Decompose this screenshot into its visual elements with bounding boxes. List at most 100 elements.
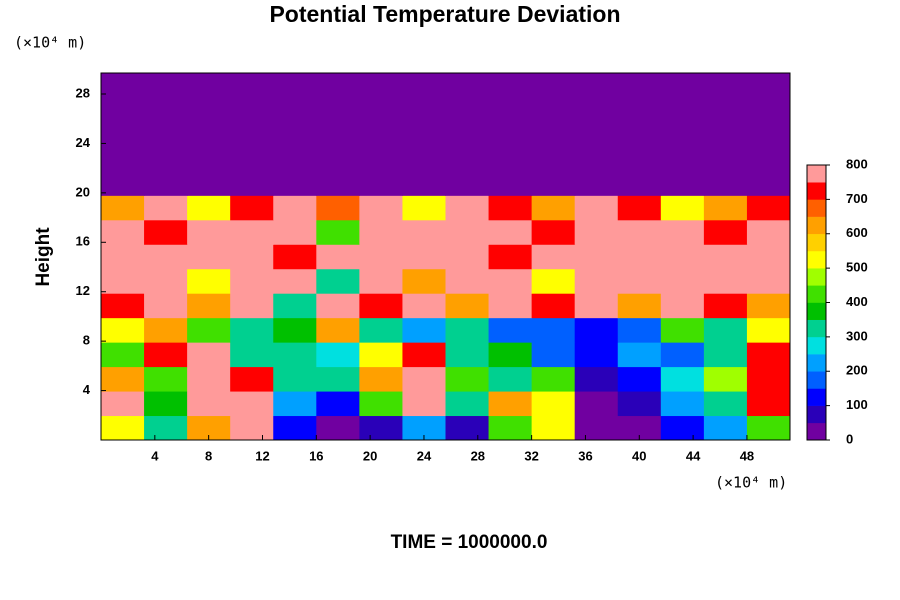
heat-cell xyxy=(617,366,662,392)
heat-cell xyxy=(230,317,274,343)
heat-cell xyxy=(359,170,403,196)
heat-cell xyxy=(488,195,533,221)
heat-cell xyxy=(144,342,188,368)
heat-cell xyxy=(144,317,188,343)
colorbar-segment xyxy=(807,250,826,269)
heat-cell xyxy=(187,146,231,172)
heat-cell xyxy=(273,121,317,147)
heat-cell xyxy=(660,73,705,98)
heat-cell xyxy=(488,170,533,196)
heat-cell xyxy=(617,170,662,196)
heat-cell xyxy=(488,219,533,245)
heat-cell xyxy=(445,195,490,221)
heat-cell xyxy=(144,146,188,172)
heat-cell xyxy=(144,195,188,221)
heat-cell xyxy=(445,97,490,123)
heat-cell xyxy=(402,97,446,123)
heat-cell xyxy=(488,121,533,147)
heat-cell xyxy=(230,342,274,368)
colorbar-tick-label: 0 xyxy=(846,431,853,446)
x-unit: (×10⁴ m) xyxy=(715,474,787,492)
heat-cell xyxy=(101,244,145,270)
colorbar-segment xyxy=(807,165,826,183)
heat-cell xyxy=(273,268,317,294)
heat-cell xyxy=(316,195,360,221)
colorbar-segment xyxy=(807,422,826,441)
heat-cell xyxy=(445,391,490,417)
heat-cell xyxy=(703,415,748,441)
heat-cell xyxy=(574,97,619,123)
heat-cell xyxy=(316,293,360,319)
heat-cell xyxy=(273,219,317,245)
heat-cell xyxy=(574,415,619,441)
y-tick-label: 16 xyxy=(76,234,90,249)
colorbar-tick-label: 300 xyxy=(846,328,868,343)
heat-cell xyxy=(402,366,446,392)
heat-cell xyxy=(101,293,145,319)
heat-cell xyxy=(617,268,662,294)
heat-cell xyxy=(488,342,533,368)
heat-cell xyxy=(703,391,748,417)
heat-cell xyxy=(703,268,748,294)
heat-cell xyxy=(273,170,317,196)
heat-cell xyxy=(703,317,748,343)
heat-cell xyxy=(144,170,188,196)
heat-cell xyxy=(488,97,533,123)
heat-cell xyxy=(660,268,705,294)
heat-cell xyxy=(273,342,317,368)
heat-cell xyxy=(445,121,490,147)
heat-cell xyxy=(144,97,188,123)
heat-cell xyxy=(230,170,274,196)
heat-cell xyxy=(703,73,748,98)
heat-cell xyxy=(531,366,576,392)
heat-cell xyxy=(402,268,446,294)
heat-cell xyxy=(660,121,705,147)
heat-cell xyxy=(230,391,274,417)
chart-title: Potential Temperature Deviation xyxy=(269,1,620,27)
heat-cell xyxy=(574,317,619,343)
heat-cell xyxy=(660,415,705,441)
colorbar-segment xyxy=(807,371,826,389)
heat-cell xyxy=(359,268,403,294)
heat-cell xyxy=(531,97,576,123)
heat-cell xyxy=(359,293,403,319)
heat-cell xyxy=(703,342,748,368)
heat-cell xyxy=(703,219,748,245)
heat-cell xyxy=(574,268,619,294)
x-tick-label: 32 xyxy=(524,448,538,463)
heat-cell xyxy=(273,73,317,98)
heat-cell xyxy=(617,195,662,221)
heat-cell xyxy=(445,317,490,343)
heat-cell xyxy=(230,366,274,392)
heat-cell xyxy=(746,219,791,245)
heat-cell xyxy=(187,391,231,417)
heat-cell xyxy=(660,391,705,417)
heat-cell xyxy=(574,146,619,172)
colorbar-tick-label: 800 xyxy=(846,156,868,171)
heat-cell xyxy=(617,391,662,417)
heat-cell xyxy=(531,415,576,441)
heat-cell xyxy=(445,219,490,245)
heat-cell xyxy=(316,121,360,147)
colorbar-segment xyxy=(807,233,826,252)
heat-cell xyxy=(445,170,490,196)
heat-cell xyxy=(402,146,446,172)
heat-cell xyxy=(488,415,533,441)
heat-cell xyxy=(273,317,317,343)
heat-cell xyxy=(273,244,317,270)
y-tick-label: 4 xyxy=(83,382,91,397)
x-tick-label: 48 xyxy=(740,448,754,463)
heat-cell xyxy=(488,268,533,294)
heat-cell xyxy=(660,342,705,368)
heat-cell xyxy=(144,391,188,417)
heat-cell xyxy=(359,73,403,98)
heat-cell xyxy=(617,146,662,172)
plot-frame xyxy=(100,72,791,441)
heat-cell xyxy=(660,366,705,392)
heat-cell xyxy=(101,317,145,343)
x-tick-label: 24 xyxy=(417,448,432,463)
heat-cell xyxy=(531,195,576,221)
heat-cell xyxy=(359,244,403,270)
heat-cell xyxy=(531,121,576,147)
heat-cell xyxy=(187,97,231,123)
